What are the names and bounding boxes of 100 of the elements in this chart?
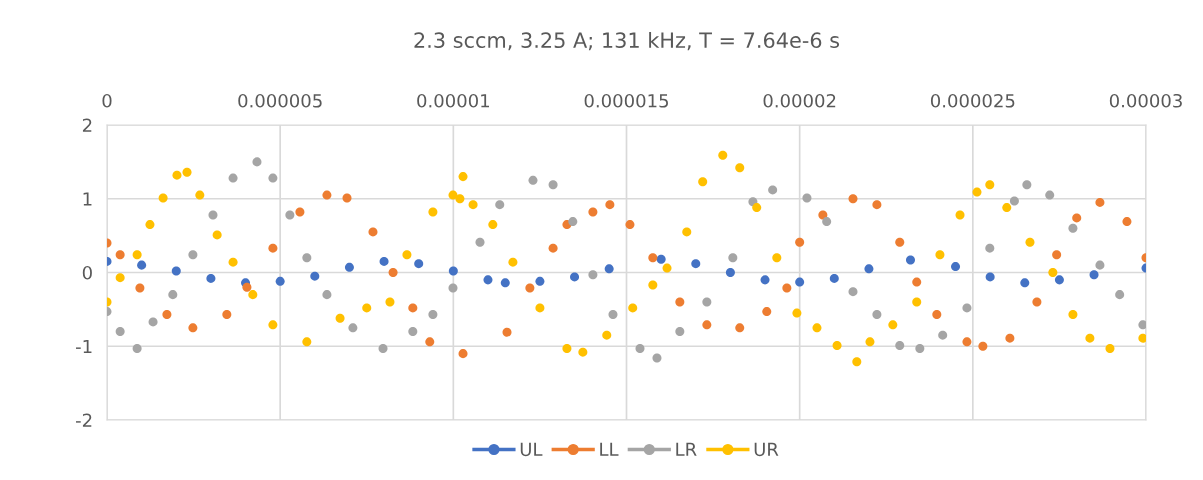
x-tick-label: 0.00003 bbox=[1109, 93, 1182, 108]
point bbox=[302, 253, 312, 263]
point bbox=[628, 303, 638, 313]
legend-label: UL bbox=[520, 442, 543, 457]
point bbox=[188, 323, 198, 333]
point bbox=[275, 276, 285, 286]
point bbox=[718, 150, 728, 160]
point bbox=[1138, 320, 1146, 330]
point bbox=[182, 167, 192, 177]
point bbox=[772, 253, 782, 263]
point bbox=[344, 262, 354, 272]
point bbox=[302, 337, 312, 347]
point bbox=[378, 343, 388, 353]
point bbox=[348, 323, 358, 333]
point bbox=[895, 237, 905, 247]
point bbox=[1009, 196, 1019, 206]
point bbox=[895, 341, 905, 351]
point bbox=[698, 177, 708, 187]
point bbox=[448, 283, 458, 293]
point bbox=[1020, 278, 1030, 288]
point bbox=[1095, 260, 1105, 270]
point bbox=[322, 190, 332, 200]
point bbox=[608, 310, 618, 320]
point bbox=[865, 337, 875, 347]
point bbox=[145, 220, 155, 230]
point bbox=[548, 243, 558, 253]
point bbox=[488, 220, 498, 230]
point bbox=[362, 303, 372, 313]
y-tick-label: 1 bbox=[83, 192, 92, 206]
point bbox=[570, 272, 580, 282]
point bbox=[588, 270, 598, 280]
point bbox=[408, 327, 418, 336]
point bbox=[1025, 237, 1035, 247]
point bbox=[972, 187, 982, 197]
point bbox=[342, 193, 352, 203]
point bbox=[188, 250, 198, 260]
x-tick-label: 0.000015 bbox=[584, 93, 668, 108]
point bbox=[662, 263, 672, 273]
point bbox=[137, 260, 147, 270]
point bbox=[955, 210, 965, 220]
point bbox=[652, 353, 662, 363]
x-tick-label: 0.00002 bbox=[763, 93, 836, 108]
x-tick-label: 0.000025 bbox=[930, 93, 1015, 108]
y-tick-label: -2 bbox=[75, 413, 92, 427]
x-tick-label: 0.00001 bbox=[417, 93, 489, 108]
point bbox=[502, 327, 512, 337]
point bbox=[206, 273, 216, 283]
point bbox=[951, 262, 961, 272]
point bbox=[1068, 223, 1078, 233]
point bbox=[268, 173, 278, 183]
point bbox=[812, 323, 822, 333]
point bbox=[483, 275, 493, 285]
point bbox=[414, 259, 424, 269]
point bbox=[212, 230, 222, 240]
point bbox=[548, 180, 558, 190]
point bbox=[848, 194, 858, 204]
point bbox=[888, 320, 898, 330]
point bbox=[675, 297, 685, 307]
legend-label: LR bbox=[676, 442, 697, 456]
point bbox=[605, 200, 615, 210]
point bbox=[408, 303, 418, 313]
point bbox=[792, 308, 802, 318]
point bbox=[735, 323, 745, 333]
point bbox=[848, 287, 858, 297]
point bbox=[455, 194, 465, 204]
point bbox=[475, 237, 485, 247]
point bbox=[158, 193, 168, 203]
point bbox=[135, 283, 145, 293]
point bbox=[402, 250, 412, 260]
point bbox=[1115, 290, 1125, 300]
point bbox=[115, 327, 125, 336]
point bbox=[768, 185, 778, 195]
point bbox=[962, 337, 972, 347]
chart-title: 2.3 sccm, 3.25 A; 131 kHz, T = 7.64e-6 s bbox=[414, 31, 840, 51]
point bbox=[222, 310, 232, 320]
y-tick-label: 2 bbox=[82, 118, 92, 132]
point bbox=[248, 290, 258, 300]
point bbox=[935, 250, 945, 260]
point bbox=[691, 259, 701, 269]
point bbox=[702, 297, 712, 307]
point bbox=[1052, 250, 1062, 260]
point bbox=[604, 264, 614, 274]
point bbox=[978, 341, 988, 351]
point bbox=[760, 275, 770, 285]
point bbox=[500, 278, 510, 288]
point bbox=[915, 343, 925, 353]
point bbox=[864, 264, 874, 274]
point bbox=[268, 320, 278, 330]
point bbox=[578, 347, 588, 357]
point bbox=[1085, 333, 1095, 343]
point bbox=[912, 277, 922, 287]
x-tick-label: 0.000005 bbox=[238, 93, 322, 108]
point bbox=[335, 313, 345, 323]
point bbox=[468, 200, 478, 210]
point bbox=[962, 303, 972, 313]
point bbox=[148, 317, 158, 327]
legend-label: LL bbox=[600, 442, 619, 456]
x-tick-label: 0 bbox=[102, 93, 112, 108]
point bbox=[242, 282, 252, 292]
point bbox=[448, 266, 458, 276]
